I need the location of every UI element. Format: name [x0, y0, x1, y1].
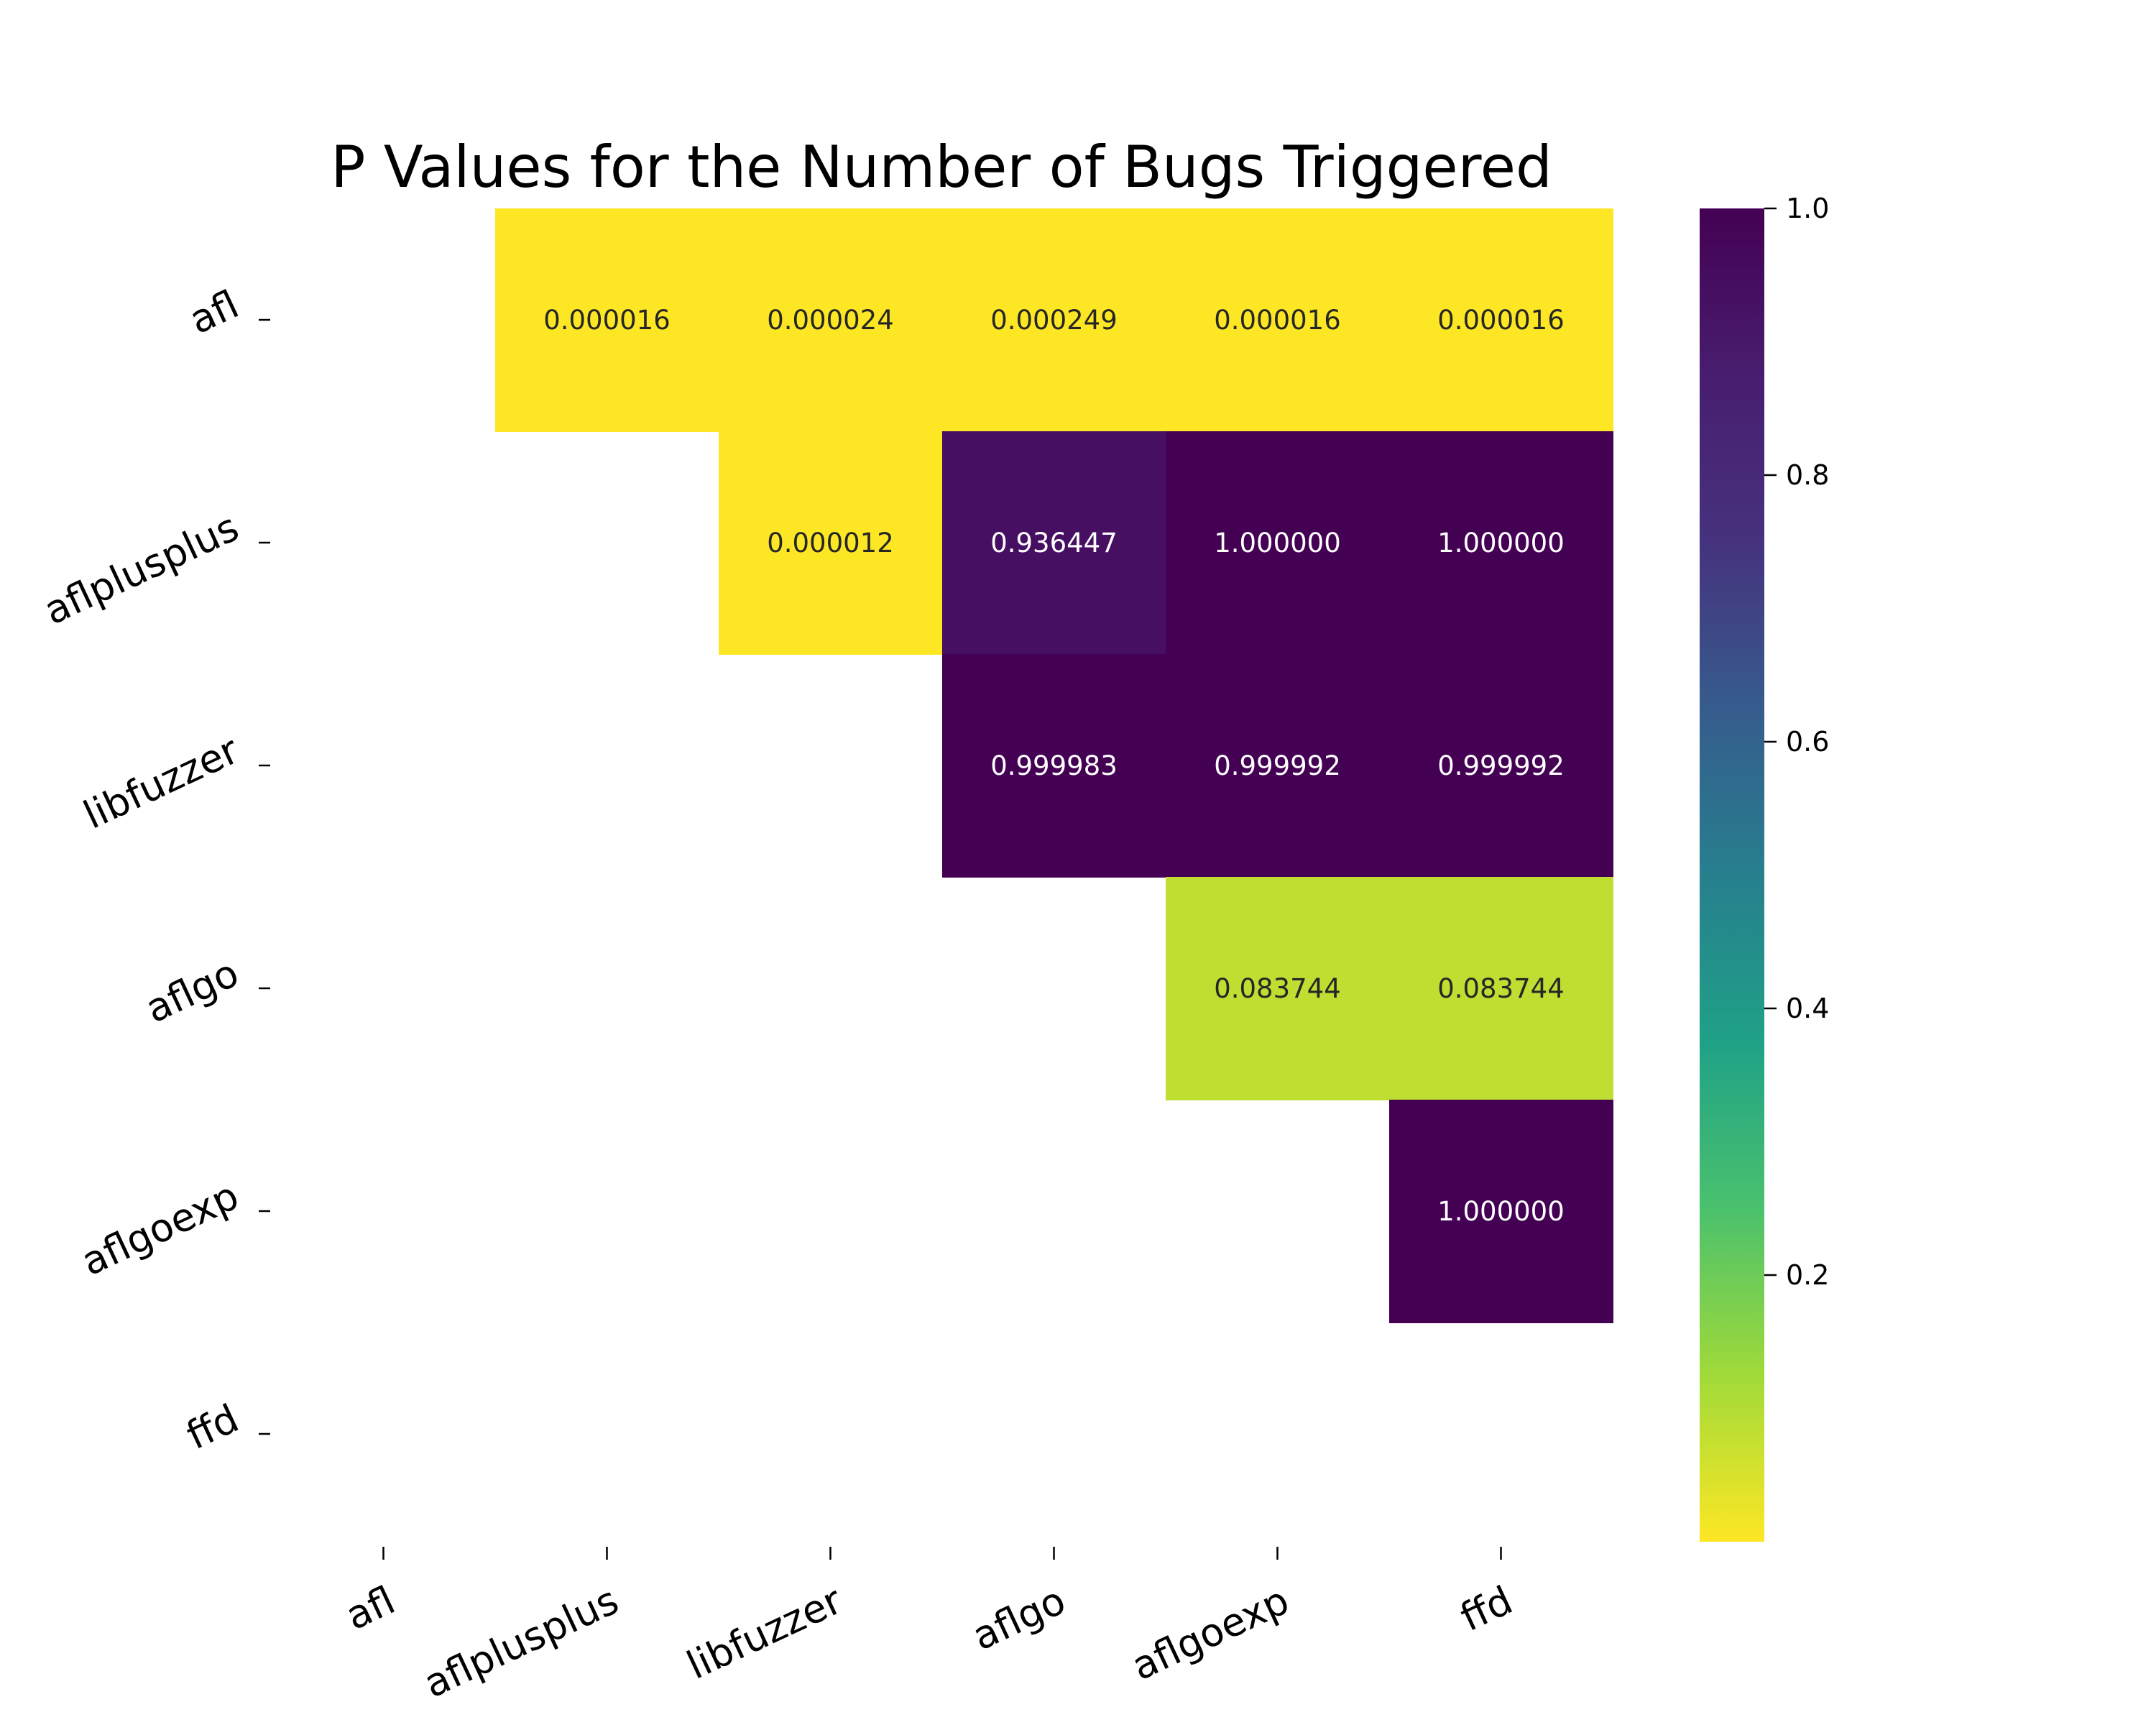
colorbar-tick-label: 1.0 — [1786, 193, 1829, 224]
cell-value-label: 0.000016 — [543, 305, 671, 336]
colorbar-tick-label: 0.6 — [1786, 726, 1829, 758]
y-tick-label: libfuzzer — [77, 727, 246, 837]
heatmap-cell — [719, 431, 943, 655]
heatmap-cells: 0.000016 0.000024 0.000249 0.000016 0.000016… — [495, 208, 1613, 1323]
heatmap-cell — [495, 208, 719, 432]
y-tick-label: aflplusplus — [37, 505, 246, 634]
cell-value-label: 0.999983 — [990, 750, 1118, 781]
cell-value-label: 1.000000 — [1437, 1196, 1565, 1227]
x-axis: afl aflplusplus libfuzzer aflgo aflgoexp ffd — [339, 1547, 1519, 1707]
colorbar-tick-label: 0.2 — [1786, 1259, 1829, 1291]
y-tick-label: afl — [183, 282, 245, 343]
cell-value-label: 0.999992 — [1214, 750, 1341, 781]
x-tick-label: afl — [339, 1578, 402, 1639]
chart-title: P Values for the Number of Bugs Triggere… — [331, 134, 1552, 201]
cell-value-label: 0.000024 — [767, 305, 894, 336]
cell-value-label: 0.000016 — [1437, 305, 1565, 336]
x-tick-label: libfuzzer — [680, 1577, 849, 1688]
x-tick-label: aflgo — [966, 1578, 1072, 1660]
heatmap-cell — [942, 654, 1166, 878]
cell-value-label: 1.000000 — [1214, 528, 1341, 558]
heatmap-cell — [1389, 877, 1613, 1100]
x-tick-label: aflgoexp — [1125, 1578, 1296, 1690]
cell-value-label: 1.000000 — [1437, 528, 1565, 558]
heatmap-cell — [1166, 877, 1390, 1100]
colorbar: 0.2 0.4 0.6 0.8 1.0 — [1700, 193, 1829, 1542]
cell-value-label: 0.083744 — [1437, 973, 1565, 1004]
colorbar-tick-label: 0.4 — [1786, 993, 1829, 1024]
cell-value-label: 0.083744 — [1214, 973, 1341, 1004]
heatmap-cell — [1166, 654, 1390, 878]
heatmap-cell — [1389, 431, 1613, 655]
heatmap-cell — [1166, 208, 1390, 432]
x-tick-label: ffd — [1454, 1578, 1519, 1640]
cell-value-label: 0.000016 — [1214, 305, 1341, 336]
cell-value-label: 0.000249 — [990, 305, 1118, 336]
y-tick-label: aflgoexp — [75, 1173, 246, 1285]
heatmap-cell — [942, 208, 1166, 432]
y-tick-label: ffd — [180, 1396, 245, 1458]
cell-value-label: 0.936447 — [990, 528, 1118, 558]
heatmap-cell — [1389, 208, 1613, 432]
cell-value-label: 0.000012 — [767, 528, 894, 558]
cell-value-label: 0.999992 — [1437, 750, 1565, 781]
colorbar-tick-label: 0.8 — [1786, 459, 1829, 491]
heatmap-cell — [1389, 1100, 1613, 1323]
y-axis: afl aflplusplus libfuzzer aflgo aflgoexp ffd — [37, 282, 270, 1458]
heatmap-cell — [719, 208, 943, 432]
colorbar-ticks: 0.2 0.4 0.6 0.8 1.0 — [1764, 193, 1829, 1291]
y-tick-label: aflgo — [139, 950, 245, 1032]
heatmap-cell — [1389, 654, 1613, 878]
colorbar-gradient — [1700, 208, 1764, 1542]
heatmap-cell — [1166, 431, 1390, 655]
heatmap-cell — [942, 431, 1166, 655]
x-tick-label: aflplusplus — [417, 1578, 625, 1707]
